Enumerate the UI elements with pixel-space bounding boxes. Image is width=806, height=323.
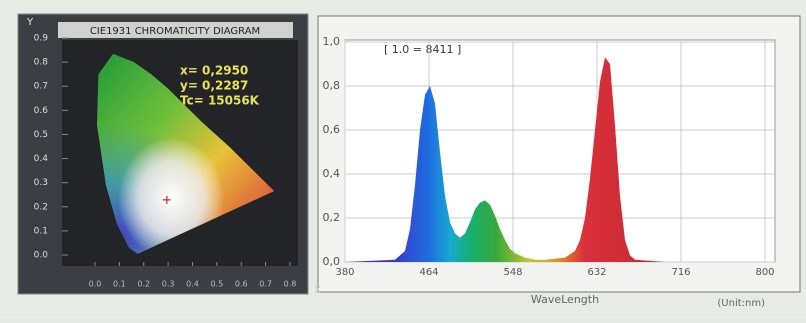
- x-tick-label: 632: [587, 267, 606, 278]
- y-tick-label: 0.1: [34, 226, 48, 236]
- spectrum-plot: [345, 40, 775, 262]
- screen: CIE1931 CHROMATICITY DIAGRAM Y X x= 0,29…: [0, 0, 806, 319]
- x-tick-label: 0.3: [162, 280, 175, 289]
- y-tick-label: 0.8: [34, 58, 49, 68]
- y-tick-label: 0,4: [323, 167, 341, 180]
- x-tick-label: 0.8: [284, 280, 297, 289]
- x-tick-label: 0.6: [235, 280, 248, 289]
- x-tick-label: 548: [503, 267, 522, 278]
- x-axis-unit: (Unit:nm): [717, 298, 765, 309]
- y-tick-label: 0,8: [323, 79, 341, 92]
- x-tick-label: 464: [419, 267, 438, 278]
- x-axis-label: X: [314, 285, 321, 296]
- annotation: x= 0,2950: [180, 64, 248, 78]
- y-tick-label: 0.0: [34, 251, 49, 261]
- y-tick-label: 0,2: [323, 211, 341, 224]
- y-tick-label: 0.9: [34, 34, 49, 44]
- annotation: [ 1.0 = 8411 ]: [384, 43, 461, 56]
- y-tick-label: 0,6: [323, 123, 341, 136]
- x-tick-label: 0.4: [186, 280, 199, 289]
- x-tick-label: 800: [755, 267, 774, 278]
- annotation: Tc= 15056K: [180, 94, 260, 108]
- x-tick-label: 0.2: [137, 280, 150, 289]
- x-tick-label: 0.0: [89, 280, 102, 289]
- x-tick-label: 716: [671, 267, 690, 278]
- x-tick-label: 0.5: [211, 280, 224, 289]
- y-tick-label: 0.5: [34, 130, 48, 140]
- y-tick-label: 0.2: [34, 202, 48, 212]
- y-axis-label: Y: [26, 17, 34, 28]
- y-tick-label: 0.4: [34, 154, 49, 164]
- x-tick-label: 380: [335, 267, 354, 278]
- x-tick-label: 0.7: [259, 280, 272, 289]
- x-tick-label: 0.1: [113, 280, 126, 289]
- cie-title: CIE1931 CHROMATICITY DIAGRAM: [90, 26, 260, 37]
- y-tick-label: 0.7: [34, 82, 48, 92]
- y-tick-label: 0.6: [34, 106, 49, 116]
- y-tick-label: 0.3: [34, 178, 48, 188]
- x-axis-label: WaveLength: [531, 293, 599, 306]
- y-tick-label: 1,0: [323, 35, 341, 48]
- annotation: y= 0,2287: [180, 79, 248, 93]
